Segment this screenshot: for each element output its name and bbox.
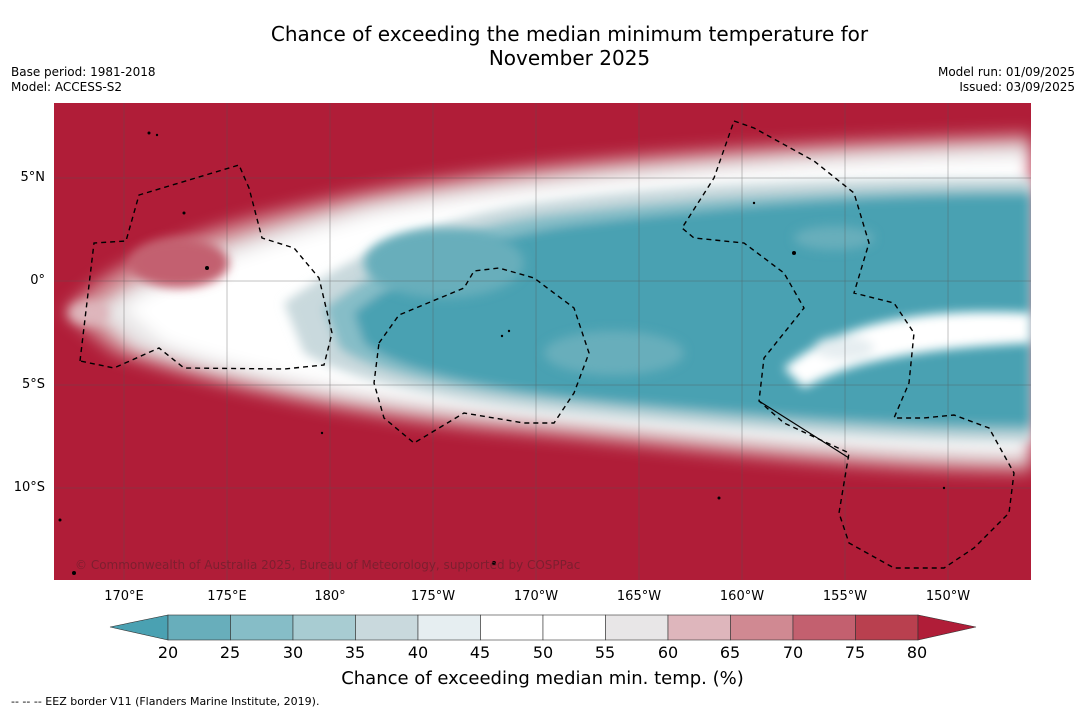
lon-label-150w: 150°W	[925, 589, 971, 604]
colorbar-extend-low	[109, 614, 169, 641]
forecast-map: © Commonwealth of Australia 2025, Bureau…	[54, 103, 1031, 580]
cbar-tick: 25	[219, 643, 241, 662]
title-line-1: Chance of exceeding the median minimum t…	[270, 22, 869, 46]
lon-label-180: 180°	[314, 589, 346, 604]
lon-label-155w: 155°W	[822, 589, 868, 604]
lat-label-0: 0°	[30, 273, 45, 288]
title-line-2: November 2025	[488, 46, 651, 70]
islands	[58, 131, 946, 575]
colorbar-segment	[730, 614, 794, 641]
cbar-tick: 50	[532, 643, 554, 662]
colorbar-title: Chance of exceeding median min. temp. (%…	[341, 668, 744, 689]
base-period: Base period: 1981-2018	[11, 65, 156, 79]
eez-legend-note: -- -- -- EEZ border V11 (Flanders Marine…	[11, 695, 320, 708]
cbar-tick: 45	[469, 643, 491, 662]
meta-right: Model run: 01/09/2025 Issued: 03/09/2025	[938, 65, 1075, 95]
interior-patches	[69, 226, 1031, 388]
colorbar-segment	[792, 614, 856, 641]
cbar-tick: 65	[719, 643, 741, 662]
lon-label-165w: 165°W	[616, 589, 662, 604]
colorbar-segment	[480, 614, 544, 641]
map-title: Chance of exceeding the median minimum t…	[0, 22, 1085, 70]
cbar-tick: 20	[157, 643, 179, 662]
colorbar-segment	[355, 614, 419, 641]
lon-label-175w: 175°W	[410, 589, 456, 604]
cbar-tick: 60	[657, 643, 679, 662]
lat-label-10s: 10°S	[13, 480, 45, 495]
lon-label-170w: 170°W	[513, 589, 559, 604]
model-run: Model run: 01/09/2025	[937, 65, 1075, 79]
cbar-tick: 40	[407, 643, 429, 662]
colorbar-segment	[167, 614, 231, 641]
eez-borders	[79, 120, 1015, 569]
cbar-tick: 55	[594, 643, 616, 662]
lat-label-5n: 5°N	[20, 170, 46, 185]
cbar-tick: 80	[906, 643, 928, 662]
cbar-tick: 70	[782, 643, 804, 662]
colorbar-segment	[230, 614, 294, 641]
issued-date: Issued: 03/09/2025	[959, 80, 1075, 94]
map-svg	[54, 103, 1031, 580]
meta-left: Base period: 1981-2018 Model: ACCESS-S2	[11, 65, 156, 95]
colorbar-segment	[855, 614, 919, 641]
copyright-notice: © Commonwealth of Australia 2025, Bureau…	[75, 558, 581, 572]
cbar-tick: 35	[344, 643, 366, 662]
colorbar-segment	[605, 614, 669, 641]
lon-label-170e: 170°E	[104, 589, 144, 604]
lat-label-5s: 5°S	[21, 377, 45, 392]
model-name: Model: ACCESS-S2	[11, 80, 123, 94]
colorbar-segment	[292, 614, 356, 641]
lon-label-160w: 160°W	[719, 589, 765, 604]
colorbar	[109, 614, 977, 641]
colorbar-segment	[542, 614, 606, 641]
colorbar-segment	[417, 614, 481, 641]
border-line	[758, 400, 850, 459]
cbar-tick: 30	[282, 643, 304, 662]
cbar-tick: 75	[844, 643, 866, 662]
colorbar-extend-high	[917, 614, 977, 641]
lon-label-175e: 175°E	[207, 589, 247, 604]
colorbar-segment	[667, 614, 731, 641]
